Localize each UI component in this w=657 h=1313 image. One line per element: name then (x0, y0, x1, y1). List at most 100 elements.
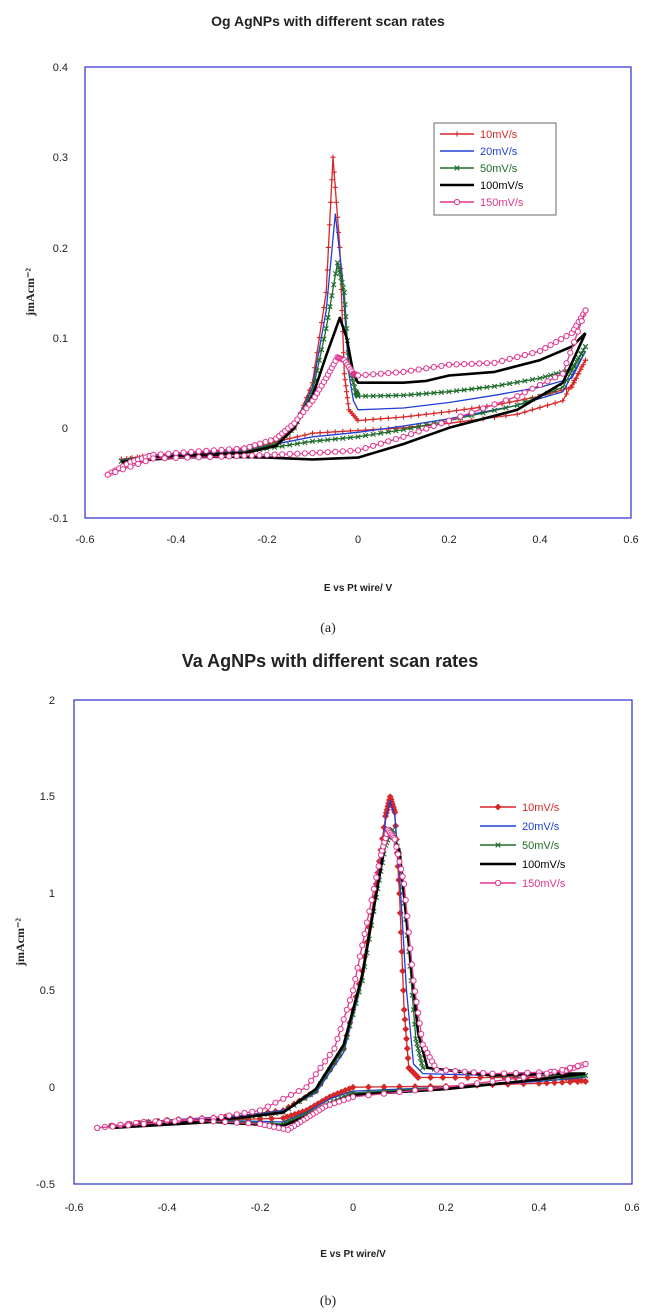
data-point (338, 274, 344, 281)
chart-a-xtick: 0.4 (532, 534, 547, 546)
data-point (241, 445, 248, 452)
data-point (400, 392, 407, 399)
data-point (378, 416, 384, 422)
data-point (499, 357, 506, 364)
data-point (453, 407, 460, 414)
data-point (323, 325, 329, 332)
data-point (551, 1068, 558, 1075)
data-point (245, 1120, 252, 1127)
data-point (578, 318, 585, 325)
data-point (461, 361, 468, 368)
data-point (337, 269, 343, 276)
data-point (263, 451, 271, 458)
data-point (582, 1077, 589, 1085)
legend-label: 10mV/s (480, 129, 518, 141)
data-point (400, 433, 407, 440)
legend-item: 100mV/s (440, 180, 524, 192)
data-point (442, 1084, 450, 1091)
data-point (536, 348, 544, 355)
data-point (359, 942, 366, 949)
data-point (109, 1123, 116, 1130)
data-point (402, 1025, 410, 1033)
data-point (461, 406, 467, 413)
data-point (361, 930, 368, 938)
chart-b-plot-area (73, 699, 633, 1185)
legend-marker (453, 198, 461, 206)
chart-b-title: Va AgNPs with different scan rates (182, 651, 478, 671)
data-point (468, 409, 475, 416)
data-point (480, 410, 486, 416)
data-point (423, 425, 430, 432)
data-point (302, 432, 308, 438)
data-point (233, 445, 240, 453)
data-point (547, 372, 554, 378)
data-point (210, 1118, 217, 1125)
data-point (210, 447, 217, 454)
data-point (279, 451, 286, 458)
data-point (446, 408, 452, 415)
data-point (218, 453, 225, 460)
data-point (567, 349, 574, 356)
data-point (385, 429, 392, 435)
data-point (354, 372, 362, 379)
data-point (575, 357, 581, 363)
data-point (558, 336, 565, 343)
data-point (582, 343, 589, 350)
legend-marker (494, 879, 502, 887)
data-point (571, 364, 577, 370)
chart-b-xtick: 0 (350, 1202, 356, 1214)
data-point (544, 402, 551, 408)
data-point (119, 466, 127, 473)
data-point (317, 449, 324, 456)
data-point (368, 897, 375, 904)
data-point (413, 1036, 419, 1042)
data-point (350, 380, 357, 386)
data-point (378, 430, 384, 436)
chart-a-xtick: 0 (355, 534, 361, 546)
data-point (491, 359, 498, 366)
data-point (552, 400, 558, 406)
legend-label: 100mV/s (480, 180, 524, 192)
data-point (321, 336, 327, 342)
chart-a-ytick: 0.2 (53, 243, 68, 255)
data-point (272, 1099, 279, 1106)
chart-b-ytick: -0.5 (36, 1179, 55, 1191)
chart-a-xtick: -0.2 (258, 534, 277, 546)
chart-a-title: Og AgNPs with different scan rates (211, 13, 445, 29)
data-point (333, 199, 339, 205)
data-point (356, 953, 364, 960)
data-point (416, 1050, 422, 1057)
data-point (408, 392, 414, 398)
data-point (332, 436, 338, 442)
chart-a-ytick: 0.1 (53, 333, 68, 345)
chart-b-legend-box (473, 796, 603, 892)
data-point (542, 345, 549, 352)
data-point (418, 1030, 425, 1038)
legend-label: 50mV/s (522, 840, 560, 852)
data-point (203, 447, 210, 454)
data-point (286, 450, 293, 458)
legend-item: 20mV/s (440, 146, 518, 158)
data-point (559, 370, 566, 377)
data-point (341, 371, 347, 377)
chart-a-xtick: 0.2 (441, 534, 456, 546)
data-point (340, 284, 346, 291)
data-point (157, 451, 164, 458)
data-point (404, 1054, 412, 1062)
data-point (112, 468, 119, 476)
data-point (355, 417, 361, 424)
data-point (403, 1045, 411, 1052)
legend-item: 150mV/s (480, 878, 566, 890)
data-point (403, 1035, 410, 1043)
chart-b-y-label: jmAcm⁻² (13, 918, 27, 967)
data-point (571, 339, 578, 346)
data-point (326, 222, 333, 228)
data-point (308, 1077, 315, 1084)
data-point (324, 449, 331, 456)
data-point (438, 409, 445, 416)
data-point (264, 1103, 271, 1110)
data-point (280, 1095, 287, 1102)
data-point (544, 378, 551, 385)
chart-b-xtick: -0.4 (158, 1202, 177, 1214)
data-point (184, 454, 191, 461)
